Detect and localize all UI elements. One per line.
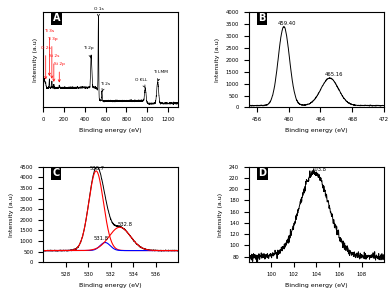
- Text: Ti LMM: Ti LMM: [153, 70, 168, 81]
- Y-axis label: Intensity (a.u): Intensity (a.u): [218, 193, 223, 237]
- Text: 531.8: 531.8: [94, 236, 109, 241]
- Text: Ti 3s: Ti 3s: [44, 29, 54, 75]
- Text: A: A: [53, 13, 60, 24]
- Text: Si 2p: Si 2p: [54, 63, 65, 82]
- X-axis label: Binding energy (eV): Binding energy (eV): [80, 283, 142, 288]
- Text: 530.7: 530.7: [90, 166, 105, 171]
- Text: B: B: [258, 13, 266, 24]
- Text: Ti 3p: Ti 3p: [47, 37, 57, 78]
- Text: O KLL: O KLL: [135, 78, 147, 88]
- Text: Si 2s: Si 2s: [49, 54, 59, 81]
- X-axis label: Binding energy (eV): Binding energy (eV): [285, 283, 348, 288]
- X-axis label: Binding energy (eV): Binding energy (eV): [285, 128, 348, 133]
- Y-axis label: Intensity (a.u): Intensity (a.u): [215, 38, 220, 82]
- Text: C: C: [53, 168, 60, 178]
- Text: 459.40: 459.40: [278, 21, 296, 26]
- Text: 103.8: 103.8: [311, 167, 326, 172]
- Text: Ti 2p: Ti 2p: [83, 46, 93, 57]
- Text: Ti 2s: Ti 2s: [100, 82, 110, 91]
- Text: O 2s: O 2s: [41, 46, 51, 79]
- Y-axis label: Intensity (a.u): Intensity (a.u): [9, 193, 15, 237]
- Text: 532.8: 532.8: [118, 221, 133, 226]
- X-axis label: Binding energy (eV): Binding energy (eV): [80, 128, 142, 133]
- Text: 465.16: 465.16: [325, 72, 344, 77]
- Text: D: D: [258, 168, 266, 178]
- Y-axis label: Intensity (a.u): Intensity (a.u): [33, 38, 38, 82]
- Text: O 1s: O 1s: [94, 7, 103, 17]
